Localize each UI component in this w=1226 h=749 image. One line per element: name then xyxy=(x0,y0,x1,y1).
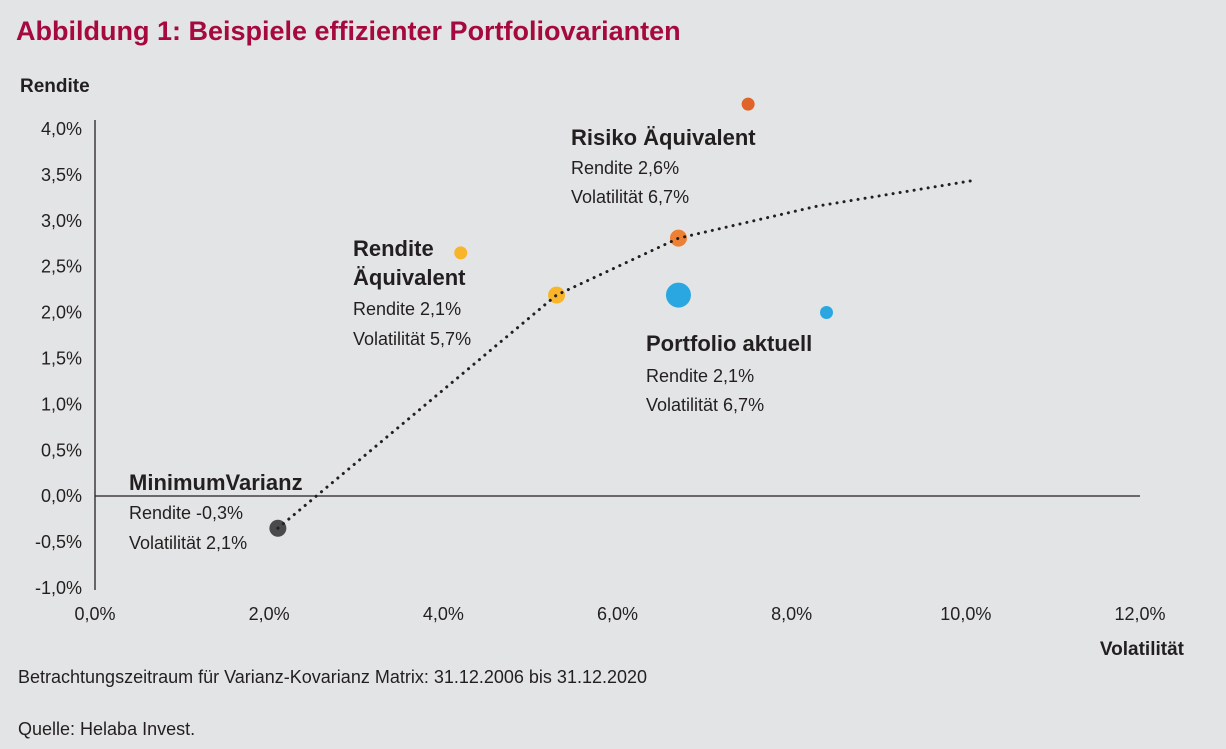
data-point xyxy=(665,282,691,308)
annotation-minvar: MinimumVarianz Rendite -0,3% Volatilität… xyxy=(129,470,303,553)
footnote-period: Betrachtungszeitraum für Varianz-Kovaria… xyxy=(18,667,647,687)
annotation-rendite: Rendite Äquivalent Rendite 2,1% Volatili… xyxy=(353,236,471,349)
annotation-title: Rendite xyxy=(353,236,434,261)
annotation-title: Äquivalent xyxy=(353,265,466,290)
y-tick-label: 3,5% xyxy=(41,165,82,185)
annotation-line: Volatilität 5,7% xyxy=(353,329,471,349)
y-tick-labels: 4,0% 3,5% 3,0% 2,5% 2,0% 1,5% 1,0% 0,5% 0,0% -0,5… xyxy=(35,119,82,598)
footnote-source: Quelle: Helaba Invest. xyxy=(18,719,195,739)
annotation-title: Portfolio aktuell xyxy=(646,331,812,356)
y-tick-label: -1,0% xyxy=(35,578,82,598)
data-point xyxy=(741,97,755,111)
annotation-title: Risiko Äquivalent xyxy=(571,125,756,150)
data-marks xyxy=(269,97,976,537)
annotation-risiko: Risiko Äquivalent Rendite 2,6% Volatilit… xyxy=(571,125,756,207)
y-axis-label: Rendite xyxy=(20,76,90,97)
chart-title: Abbildung 1: Beispiele effizienter Portf… xyxy=(16,16,681,46)
annotation-portfolio: Portfolio aktuell Rendite 2,1% Volatilit… xyxy=(646,331,812,415)
annotation-line: Rendite -0,3% xyxy=(129,503,243,523)
annotation-line: Rendite 2,1% xyxy=(646,366,754,386)
x-tick-label: 12,0% xyxy=(1114,604,1165,624)
y-tick-label: 0,5% xyxy=(41,440,82,460)
annotation-line: Volatilität 6,7% xyxy=(571,187,689,207)
x-axis-label: Volatilität xyxy=(1100,639,1185,660)
x-tick-label: 2,0% xyxy=(249,604,290,624)
y-tick-label: 1,5% xyxy=(41,349,82,369)
annotation-line: Rendite 2,6% xyxy=(571,158,679,178)
annotation-title: MinimumVarianz xyxy=(129,470,303,495)
y-tick-label: 2,0% xyxy=(41,303,82,323)
y-tick-label: 4,0% xyxy=(41,119,82,139)
x-tick-label: 10,0% xyxy=(940,604,991,624)
x-tick-label: 8,0% xyxy=(771,604,812,624)
y-tick-label: 3,0% xyxy=(41,211,82,231)
efficient-frontier-line xyxy=(276,178,976,530)
annotation-line: Volatilität 6,7% xyxy=(646,395,764,415)
data-point xyxy=(820,306,833,320)
x-tick-label: 6,0% xyxy=(597,604,638,624)
x-tick-labels: 0,0% 2,0% 4,0% 6,0% 8,0% 10,0% 12,0% xyxy=(74,604,1165,624)
y-tick-label: 2,5% xyxy=(41,257,82,277)
data-point xyxy=(454,246,468,260)
x-tick-label: 0,0% xyxy=(74,604,115,624)
annotation-line: Rendite 2,1% xyxy=(353,299,461,319)
x-tick-label: 4,0% xyxy=(423,604,464,624)
y-tick-label: 0,0% xyxy=(41,486,82,506)
y-tick-label: -0,5% xyxy=(35,532,82,552)
y-tick-label: 1,0% xyxy=(41,394,82,414)
annotation-line: Volatilität 2,1% xyxy=(129,533,247,553)
